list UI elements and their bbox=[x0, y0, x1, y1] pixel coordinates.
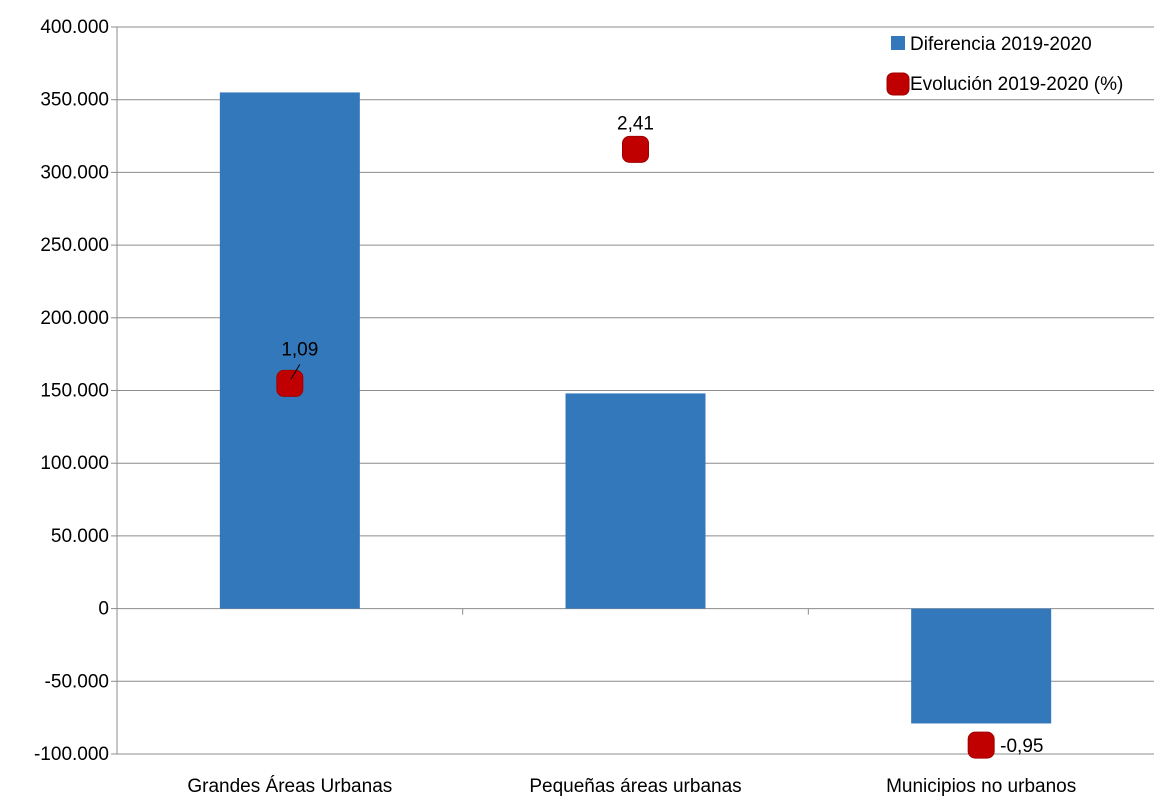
legend-swatch-bar bbox=[891, 36, 905, 50]
marker-point bbox=[276, 369, 304, 397]
labels: 1,09 2,41 -0,95 bbox=[281, 113, 1043, 757]
x-tick-label: Grandes Áreas Urbanas bbox=[187, 776, 392, 796]
y-tick-label: -50.000 bbox=[45, 671, 109, 692]
bars bbox=[219, 92, 1052, 724]
y-tick-label: 200.000 bbox=[40, 308, 109, 329]
bar bbox=[911, 608, 1052, 724]
data-label: 2,41 bbox=[617, 113, 654, 134]
y-tick-label: 250.000 bbox=[40, 235, 109, 256]
x-tick-label: Municipios no urbanos bbox=[886, 776, 1076, 796]
legend-swatch-marker bbox=[886, 72, 910, 96]
marker-point bbox=[967, 731, 995, 759]
data-label: -0,95 bbox=[1000, 736, 1043, 757]
legend: Diferencia 2019-2020 Evolución 2019-2020 … bbox=[886, 34, 1123, 96]
y-tick-label: 400.000 bbox=[40, 17, 109, 38]
axes: 400.000 350.000 300.000 250.000 200.000 150.0… bbox=[34, 17, 1154, 797]
legend-label: Diferencia 2019-2020 bbox=[910, 34, 1092, 55]
x-tick-label: Pequeñas áreas urbanas bbox=[529, 776, 741, 796]
markers bbox=[276, 135, 995, 759]
y-tick-label: 100.000 bbox=[40, 453, 109, 474]
bar bbox=[565, 393, 706, 609]
marker-point bbox=[622, 135, 649, 163]
y-tick-label: 300.000 bbox=[40, 162, 109, 183]
y-tick-label: 0 bbox=[98, 599, 109, 620]
data-label: 1,09 bbox=[281, 339, 318, 360]
y-tick-label: 50.000 bbox=[51, 526, 109, 547]
bar bbox=[219, 92, 360, 609]
y-tick-label: 150.000 bbox=[40, 381, 109, 402]
y-tick-label: -100.000 bbox=[34, 744, 109, 765]
leader-line bbox=[290, 364, 301, 380]
legend-label: Evolución 2019-2020 (%) bbox=[910, 74, 1123, 95]
y-tick-label: 350.000 bbox=[40, 90, 109, 111]
